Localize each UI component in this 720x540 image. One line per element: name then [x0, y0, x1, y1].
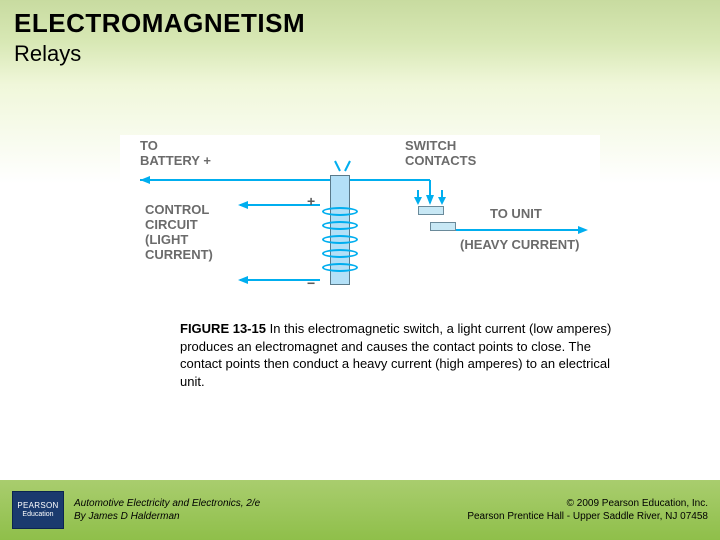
publisher-line: Pearson Prentice Hall - Upper Saddle Riv… — [467, 510, 708, 523]
figure-number: FIGURE 13-15 — [180, 321, 266, 336]
label-control-circuit: CONTROL CIRCUIT (LIGHT CURRENT) — [145, 203, 213, 263]
label-to-battery: TO BATTERY + — [140, 139, 211, 169]
book-title: Automotive Electricity and Electronics, … — [74, 497, 260, 510]
label-to-unit: TO UNIT — [490, 207, 542, 222]
logo-bottom-text: Education — [22, 511, 53, 519]
coil-turn — [322, 249, 358, 258]
switch-contact-bottom — [430, 222, 456, 231]
slide-footer: PEARSON Education Automotive Electricity… — [0, 480, 720, 540]
slide-header: ELECTROMAGNETISM Relays — [0, 0, 720, 85]
footer-copyright: © 2009 Pearson Education, Inc. Pearson P… — [467, 497, 708, 523]
label-heavy-current: (HEAVY CURRENT) — [460, 238, 579, 253]
logo-top-text: PEARSON — [17, 502, 58, 511]
label-switch-contacts: SWITCH CONTACTS — [405, 139, 476, 169]
switch-contact-top — [418, 206, 444, 215]
minus-sign: − — [307, 275, 315, 291]
figure-caption: FIGURE 13-15 In this electromagnetic swi… — [180, 320, 625, 390]
coil-turn — [322, 263, 358, 272]
footer-book-info: Automotive Electricity and Electronics, … — [74, 497, 260, 523]
coil-turn — [322, 235, 358, 244]
relay-diagram: TO BATTERY + CONTROL CIRCUIT (LIGHT CURR… — [120, 135, 600, 310]
coil-turn — [322, 207, 358, 216]
book-author: By James D Halderman — [74, 510, 260, 523]
copyright-line: © 2009 Pearson Education, Inc. — [467, 497, 708, 510]
coil-turn — [322, 221, 358, 230]
pearson-logo: PEARSON Education — [12, 491, 64, 529]
slide-content: TO BATTERY + CONTROL CIRCUIT (LIGHT CURR… — [0, 85, 720, 480]
slide-title: ELECTROMAGNETISM — [14, 8, 706, 39]
plus-sign: + — [307, 193, 315, 209]
slide-subtitle: Relays — [14, 41, 706, 67]
